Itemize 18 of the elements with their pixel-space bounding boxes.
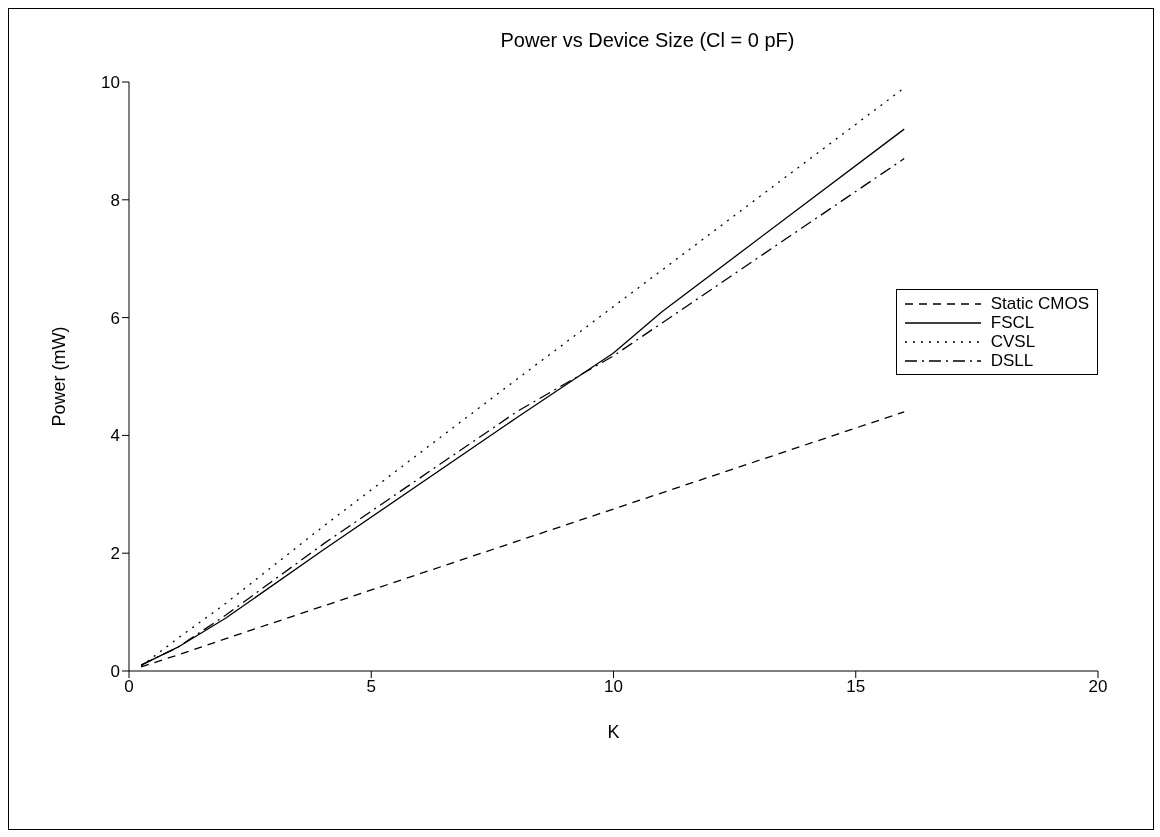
x-tick-label: 10 <box>604 677 623 697</box>
y-tick-label: 4 <box>110 426 120 446</box>
x-axis-title: K <box>607 722 620 742</box>
x-tick-label: 5 <box>366 677 376 697</box>
y-tick-label: 10 <box>101 73 120 93</box>
x-tick-label: 15 <box>846 677 866 697</box>
x-tick-label: 20 <box>1088 677 1108 697</box>
legend-label: Static CMOS <box>990 293 1089 314</box>
y-tick-label: 6 <box>110 308 120 328</box>
y-axis-title: Power (mW) <box>49 326 70 427</box>
legend-label: CVSL <box>990 331 1036 352</box>
legend-label: DSLL <box>990 350 1034 371</box>
y-tick-label: 0 <box>110 662 120 682</box>
y-tick-label: 8 <box>110 190 120 210</box>
x-tick-label: 0 <box>124 677 134 697</box>
y-tick-label: 2 <box>110 544 120 564</box>
legend-label: FSCL <box>990 312 1035 333</box>
chart-title: Power vs Device Size (Cl = 0 pF) <box>499 29 796 52</box>
